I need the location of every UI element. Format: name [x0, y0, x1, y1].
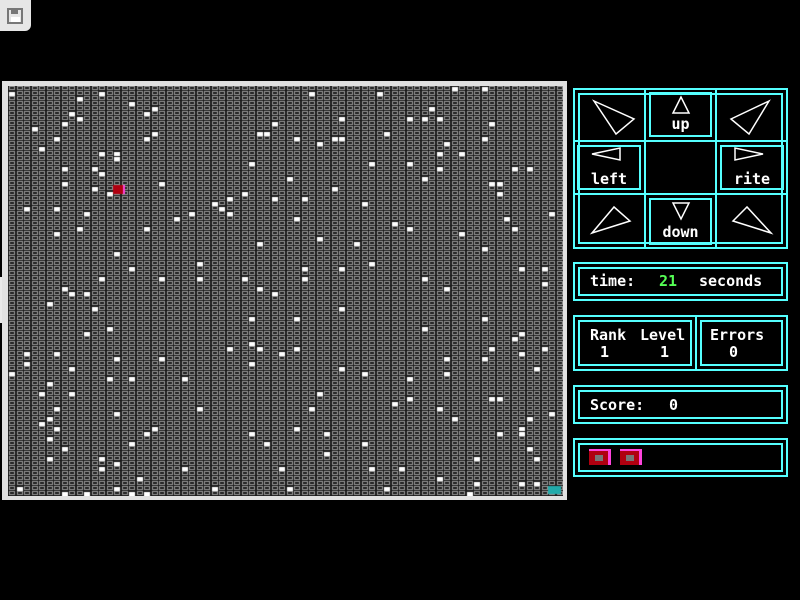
arrow-down-left-icon	[589, 205, 632, 235]
floppy-disk-icon	[7, 8, 23, 24]
errors-value: 0	[729, 343, 739, 361]
pad-button-down-right[interactable]	[716, 194, 788, 249]
errors-label: Errors	[710, 326, 765, 344]
pad-button-left[interactable]: left	[573, 141, 645, 194]
down-label: down	[662, 223, 699, 241]
save-button[interactable]	[0, 0, 31, 31]
rank-label: Rank	[590, 326, 627, 344]
pad-button-rite[interactable]: rite	[716, 141, 788, 194]
level-value: 1	[660, 343, 670, 361]
pad-button-up-right[interactable]	[716, 88, 788, 141]
arrow-left-icon	[591, 147, 621, 161]
pad-button-up-left[interactable]	[573, 88, 645, 141]
rank-value: 1	[600, 343, 610, 361]
arrow-up-left-icon	[591, 99, 636, 136]
pad-button-center	[645, 141, 716, 194]
score-panel	[573, 385, 788, 424]
button-frame	[577, 145, 641, 190]
score-label: Score:	[590, 396, 645, 414]
up-label: up	[671, 115, 690, 133]
rite-label: rite	[733, 170, 771, 188]
time-label: time:	[590, 272, 636, 290]
arrow-up-icon	[671, 95, 691, 114]
life-icon	[589, 449, 611, 465]
maze-grid[interactable]	[8, 86, 563, 496]
arrow-rite-icon	[734, 147, 764, 161]
score-value: 0	[669, 396, 679, 414]
lives-panel	[573, 438, 788, 477]
arrow-up-right-icon	[729, 99, 771, 136]
time-value: 21	[659, 272, 678, 290]
arrow-down-right-icon	[731, 205, 774, 235]
arrow-down-icon	[671, 202, 691, 221]
life-icon	[620, 449, 642, 465]
button-frame	[720, 145, 784, 190]
time-unit: seconds	[699, 272, 763, 290]
pad-button-down[interactable]: down	[645, 194, 716, 249]
button-frame	[649, 92, 712, 137]
button-frame	[649, 198, 712, 245]
pad-button-down-left[interactable]	[573, 194, 645, 249]
left-label: left	[590, 170, 628, 188]
level-label: Level	[640, 326, 686, 344]
time-panel	[573, 262, 788, 301]
errors-panel	[695, 315, 788, 371]
pad-button-up[interactable]: up	[645, 88, 716, 141]
